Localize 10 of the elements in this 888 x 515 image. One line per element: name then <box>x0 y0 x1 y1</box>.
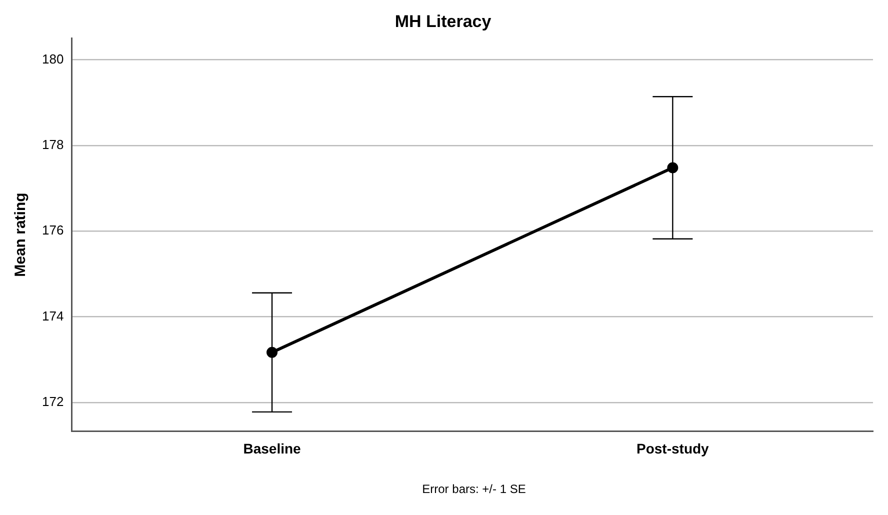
y-tick-label: 174 <box>42 308 64 324</box>
y-tick-label: 172 <box>42 394 64 410</box>
y-axis-title: Mean rating <box>12 192 30 277</box>
y-tick-label: 178 <box>42 137 64 152</box>
text: Error bars: +/- 1 SE <box>421 482 527 496</box>
y-tick-label: 180 <box>42 51 64 66</box>
y-tick-label: 176 <box>42 222 64 238</box>
chart-title: MH Literacy <box>394 12 492 31</box>
x-tick-label: Post-study <box>636 440 710 456</box>
x-tick-label: Baseline <box>243 440 302 456</box>
